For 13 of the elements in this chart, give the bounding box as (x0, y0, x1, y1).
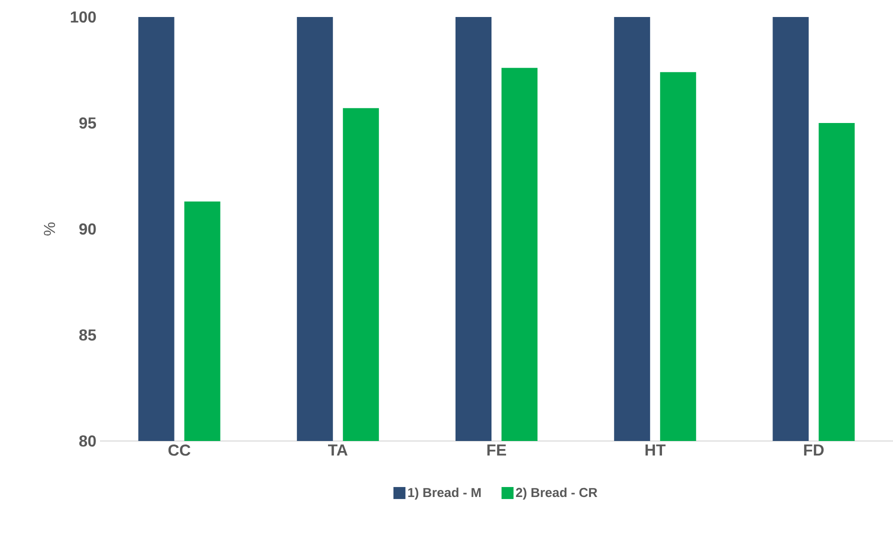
y-tick-label: 90 (79, 223, 96, 235)
x-tick-label: FE (487, 444, 506, 456)
legend-label: 2) Bread - CR (516, 488, 598, 500)
y-tick-label: 95 (79, 117, 96, 129)
y-axis-title: % (44, 222, 56, 236)
x-tick-label: HT (646, 444, 666, 456)
legend-label: 1) Bread - M (408, 488, 481, 500)
x-tick-label: CC (168, 444, 190, 456)
y-tick-label: 85 (79, 329, 96, 341)
y-tick-label: 80 (79, 435, 96, 447)
y-tick-label: 100 (70, 11, 96, 23)
x-tick-label: TA (328, 444, 348, 456)
x-tick-label: FD (804, 444, 824, 456)
